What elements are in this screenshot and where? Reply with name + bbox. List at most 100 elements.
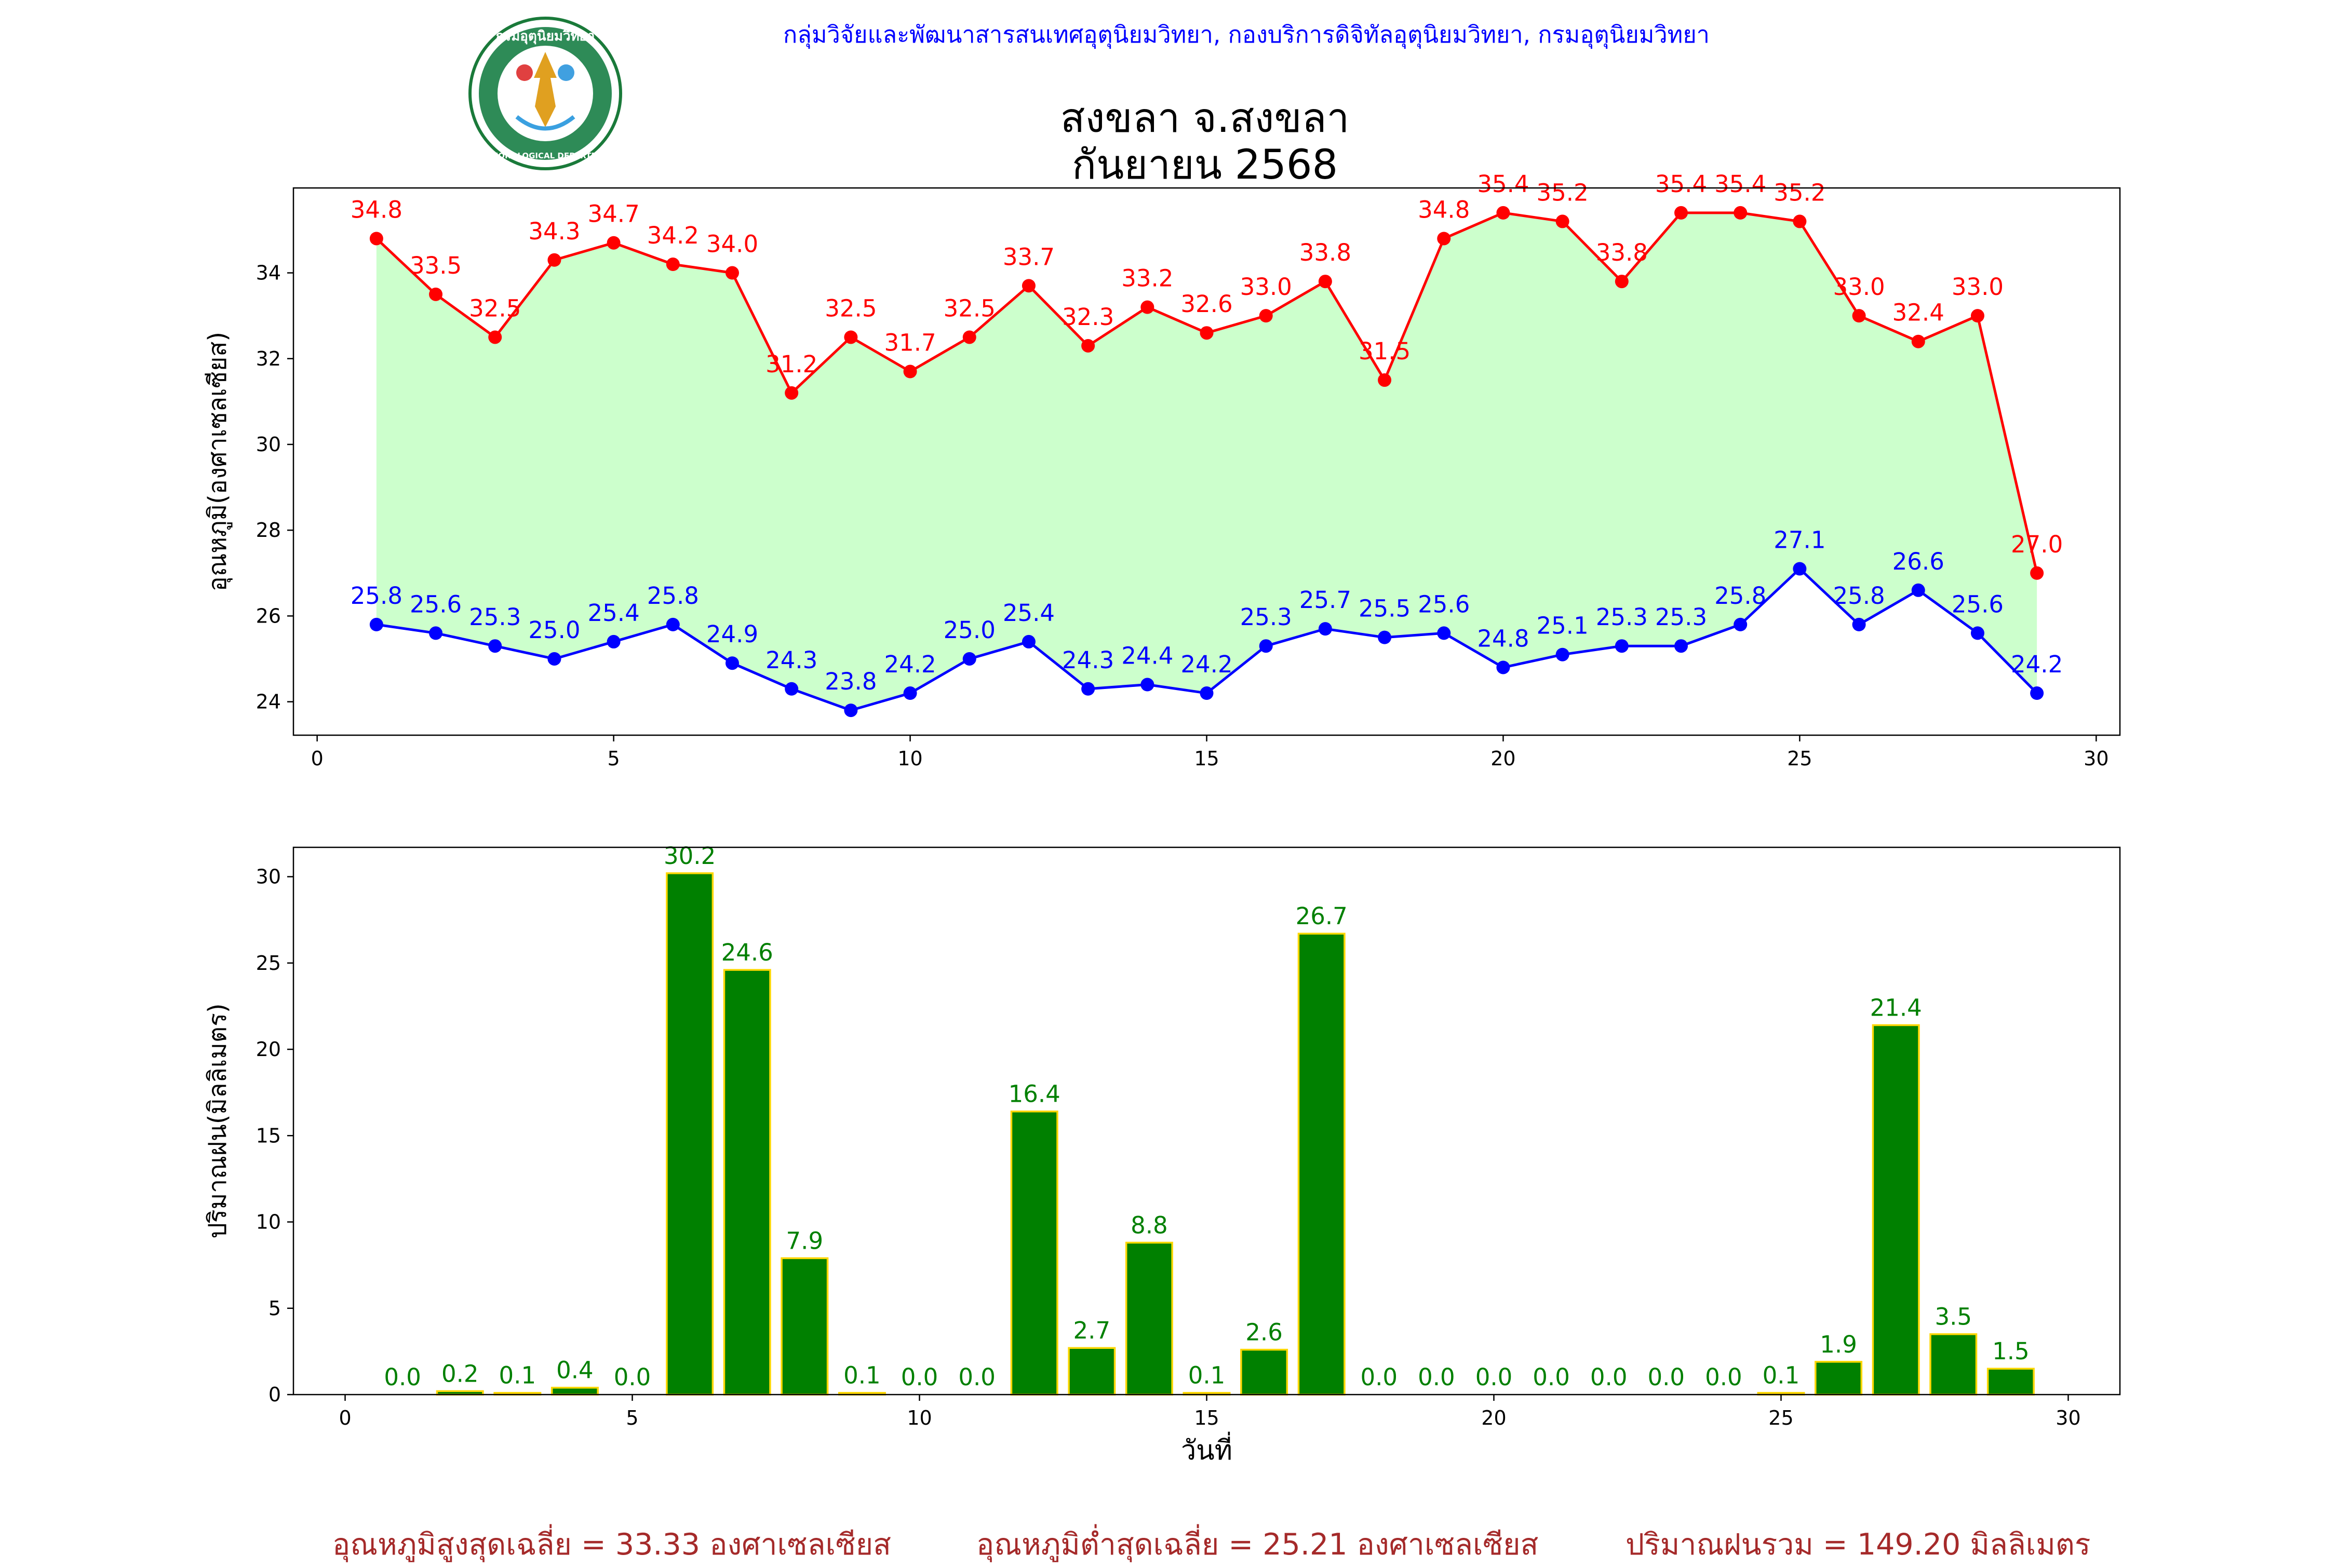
max-temp-label: 33.0: [1952, 273, 2004, 301]
min-temp-label: 24.8: [1477, 625, 1529, 652]
min-temp-label: 27.1: [1774, 526, 1825, 554]
rain-bar: [1240, 1348, 1288, 1396]
min-temp-point: [1970, 626, 1984, 640]
rainfall-chart: 0.0 0.2 0.1 0.4 0.0 30.2 24.6 7.9 0.1 0.0 0.0 16.4 2…: [203, 842, 2121, 1466]
min-temp-label: 25.0: [944, 616, 996, 644]
rain-value-label: 0.0: [958, 1363, 996, 1391]
min-temp-point: [844, 704, 858, 718]
max-temp-label: 33.2: [1121, 265, 1173, 292]
min-temp-point: [1318, 622, 1332, 636]
min-temp-point: [1793, 562, 1807, 576]
min-temp-point: [369, 617, 383, 631]
rain-bar: [1929, 1333, 1978, 1396]
rain-value-label: 8.8: [1131, 1211, 1168, 1239]
x-tick-label: 20: [1490, 747, 1515, 770]
max-temp-point: [1081, 339, 1095, 353]
max-temp-label: 32.5: [825, 294, 877, 322]
rain-value-label: 0.1: [499, 1362, 536, 1389]
rain-bar: [1297, 932, 1346, 1396]
max-temp-label: 32.3: [1062, 303, 1114, 331]
min-temp-point: [1852, 617, 1866, 631]
min-temp-point: [666, 617, 680, 631]
max-temp-point: [1793, 214, 1807, 228]
logo-english-text: METEOROLOGICAL DEPARTMENT: [475, 151, 617, 160]
rain-bar: [550, 1386, 599, 1396]
min-temp-point: [1081, 682, 1095, 696]
min-temp-label: 25.0: [528, 616, 580, 644]
y-tick-label: 28: [256, 519, 281, 542]
y-tick-label: 5: [268, 1297, 281, 1320]
max-temp-label: 34.8: [351, 196, 402, 223]
min-temp-point: [725, 656, 739, 670]
rain-value-label: 0.1: [1188, 1362, 1226, 1389]
max-temp-label: 33.5: [410, 252, 462, 279]
min-temp-label: 24.3: [765, 646, 817, 674]
rain-value-label: 1.9: [1820, 1331, 1857, 1358]
max-temp-label: 35.4: [1655, 170, 1707, 198]
max-temp-point: [844, 330, 858, 344]
y-tick-label: 34: [256, 262, 281, 285]
min-temp-point: [1200, 686, 1214, 700]
axes-frame: [292, 187, 2121, 736]
max-temp-label: 34.0: [706, 231, 758, 258]
max-temp-point: [1496, 206, 1510, 220]
max-temp-point: [962, 330, 976, 344]
total-rain-summary: ปริมาณฝนรวม = 149.20 มิลลิเมตร: [1626, 1528, 2091, 1562]
max-temp-label: 32.5: [944, 294, 996, 322]
min-temp-label: 25.8: [1714, 582, 1766, 610]
max-temp-point: [2030, 566, 2044, 580]
min-temp-label: 25.7: [1299, 586, 1351, 614]
rain-value-label: 0.0: [1475, 1363, 1513, 1391]
rain-bar: [666, 872, 714, 1396]
rain-bar: [1010, 1110, 1058, 1396]
min-temp-label: 26.6: [1892, 548, 1944, 575]
max-temp-point: [547, 253, 561, 267]
min-temp-point: [1911, 583, 1925, 597]
max-temp-point: [1022, 279, 1036, 293]
rain-value-label: 0.0: [1590, 1363, 1628, 1391]
max-temp-point: [607, 236, 621, 250]
min-temp-label: 25.3: [469, 603, 521, 631]
x-tick-label: 20: [1481, 1407, 1506, 1429]
x-tick-label: 25: [1768, 1407, 1793, 1429]
max-temp-label: 32.6: [1180, 290, 1232, 318]
min-temp-label: 25.3: [1240, 603, 1292, 631]
max-temp-label: 32.4: [1892, 299, 1944, 327]
rain-value-label: 0.0: [1533, 1363, 1570, 1391]
max-temp-point: [903, 364, 917, 379]
min-temp-point: [1140, 678, 1154, 692]
x-tick-label: 10: [897, 747, 922, 770]
y-axis-label: อุณหภูมิ(องศาเซลเซียส): [203, 332, 233, 591]
max-temp-point: [429, 287, 443, 301]
rain-value-label: 0.4: [556, 1357, 594, 1384]
max-temp-point: [725, 266, 739, 280]
min-temp-label: 25.6: [1952, 590, 2004, 618]
y-tick-label: 25: [256, 952, 281, 975]
rain-value-label: 0.0: [384, 1363, 421, 1391]
max-temp-label: 33.0: [1833, 273, 1885, 301]
max-temp-point: [1259, 309, 1273, 323]
min-temp-label: 25.8: [351, 582, 402, 610]
min-temp-point: [903, 686, 917, 700]
min-temp-label: 23.8: [825, 668, 877, 695]
station-title: สงขลา จ.สงขลา: [1060, 95, 1350, 142]
rain-value-label: 3.5: [1935, 1303, 1972, 1331]
max-temp-label: 27.0: [2011, 531, 2063, 558]
avg-max-summary: อุณหภูมิสูงสุดเฉลี่ย = 33.33 องศาเซลเซีย…: [332, 1528, 891, 1562]
min-temp-label: 24.3: [1062, 646, 1114, 674]
logo-thai-text: กรมอุตุนิยมวิทยา: [495, 29, 595, 45]
rain-bar: [1872, 1024, 1920, 1396]
max-temp-label: 34.2: [647, 222, 699, 249]
min-temp-point: [1674, 639, 1688, 653]
rain-value-label: 21.4: [1870, 994, 1922, 1021]
min-temp-label: 25.6: [1418, 590, 1470, 618]
min-temp-label: 24.9: [706, 620, 758, 648]
min-temp-label: 25.6: [410, 590, 462, 618]
min-temp-point: [1496, 660, 1510, 674]
max-temp-point: [1318, 275, 1332, 289]
min-temp-point: [1259, 639, 1273, 653]
y-axis-label: ปริมาณฝน(มิลลิเมตร): [203, 1003, 232, 1238]
max-temp-label: 35.4: [1714, 170, 1766, 198]
max-temp-label: 31.5: [1359, 337, 1411, 365]
x-tick-label: 0: [339, 1407, 351, 1429]
